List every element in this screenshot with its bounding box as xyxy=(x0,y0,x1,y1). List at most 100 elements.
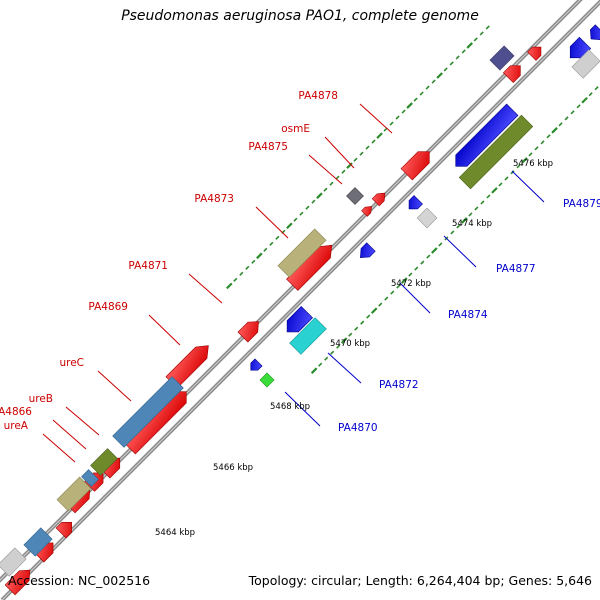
scale-tick xyxy=(466,42,473,49)
gene-labels: PA4878 osmE PA4875 PA4873 PA4871 PA4869 ureC ur… xyxy=(0,90,600,463)
scale-tick xyxy=(570,110,575,115)
scale-tick xyxy=(449,61,454,66)
gene-label[interactable]: PA4875 xyxy=(248,141,288,153)
scale-tick xyxy=(473,37,478,42)
scale-tick xyxy=(485,25,490,30)
scale-tick xyxy=(426,254,431,259)
kbp-tick-label: 5466 kbp xyxy=(213,463,253,473)
scale-tick xyxy=(340,337,348,344)
gene-label[interactable]: PA4872 xyxy=(379,379,419,391)
gene-label[interactable]: PA4869 xyxy=(88,301,128,313)
gene-callout-line xyxy=(511,170,545,203)
scale-tick xyxy=(528,152,533,157)
scale-tick xyxy=(286,222,293,230)
kbp-tick-label: 5474 kbp xyxy=(452,219,492,229)
scale-tick xyxy=(389,121,394,126)
feature-steelblue-small[interactable] xyxy=(81,469,99,487)
scale-tick xyxy=(226,282,233,290)
scale-tick xyxy=(401,109,406,114)
scale-tick xyxy=(316,192,323,199)
scale-tick xyxy=(546,134,551,139)
scale-tick xyxy=(245,265,250,270)
feature-steelblue-lower[interactable] xyxy=(23,527,53,557)
scale-tick xyxy=(594,86,599,91)
feature-purple-top[interactable] xyxy=(489,45,515,71)
feature-cyan-PA4872[interactable] xyxy=(289,317,327,355)
feature-olive-dark-ureB[interactable] xyxy=(90,448,118,476)
gene-blue-top-b[interactable] xyxy=(586,24,600,44)
scale-tick xyxy=(431,247,438,254)
gene-label[interactable]: osmE xyxy=(281,123,310,135)
gene-label[interactable]: PA4873 xyxy=(194,193,234,205)
gene-PA4878[interactable] xyxy=(400,146,435,181)
accession-text: Accession: NC_002516 xyxy=(8,573,151,588)
scale-tick xyxy=(456,224,461,229)
gene-PA4870[interactable] xyxy=(247,358,263,374)
gene-label[interactable]: PA4870 xyxy=(338,422,378,434)
gene-callout-line xyxy=(148,314,181,346)
scale-tick xyxy=(438,242,443,247)
scale-tick xyxy=(370,307,378,314)
gene-label[interactable]: ureB xyxy=(29,393,53,405)
kbp-tick-label: 5468 kbp xyxy=(270,402,310,412)
scale-tick xyxy=(239,271,244,276)
gene-label[interactable]: ureC xyxy=(59,357,84,369)
kbp-tick-label: 5476 kbp xyxy=(513,159,553,169)
scale-tick xyxy=(269,241,274,246)
feature-green-PA4870[interactable] xyxy=(259,372,275,388)
gene-red-lower-a[interactable] xyxy=(55,517,77,539)
scale-tick xyxy=(376,132,383,139)
gene-label[interactable]: PA4866 xyxy=(0,406,32,418)
scale-tick xyxy=(401,277,408,284)
scale-tick xyxy=(534,146,539,151)
gene-label[interactable]: PA4871 xyxy=(128,260,168,272)
gene-red-lower-c[interactable] xyxy=(4,565,35,596)
scale-tick xyxy=(359,151,364,156)
gene-PA4875[interactable] xyxy=(346,187,364,205)
scale-tick xyxy=(480,200,485,205)
feature-grey-PA4877[interactable] xyxy=(416,207,438,229)
gene-label[interactable]: PA4874 xyxy=(448,309,488,321)
feature-grey-lower[interactable] xyxy=(0,547,27,577)
gene-PA4869[interactable] xyxy=(237,317,263,343)
scale-tick xyxy=(479,31,484,36)
gene-PA4872[interactable] xyxy=(281,306,313,337)
scale-tick xyxy=(353,157,358,162)
scale-tick xyxy=(396,284,401,289)
gene-red-top-a[interactable] xyxy=(502,61,525,84)
scale-tick xyxy=(275,235,280,240)
gene-label[interactable]: ureA xyxy=(4,420,29,432)
scale-tick xyxy=(420,260,425,265)
gene-callout-line xyxy=(284,391,321,427)
gene-label[interactable]: PA4877 xyxy=(496,263,536,275)
gene-osmE[interactable] xyxy=(371,190,388,207)
feature-olive-light-a[interactable] xyxy=(277,228,327,278)
gene-PA4879[interactable] xyxy=(450,103,519,172)
gene-label[interactable]: PA4878 xyxy=(298,90,338,102)
gene-callout-line xyxy=(443,235,477,268)
feature-olive-dark-PA4879[interactable] xyxy=(458,114,534,190)
gene-PA4874[interactable] xyxy=(356,242,376,262)
scale-tick xyxy=(425,85,430,90)
scale-tick xyxy=(498,182,503,187)
scale-tick xyxy=(346,162,353,169)
gene-PA4877[interactable] xyxy=(405,195,423,214)
feature-olive-light-b[interactable] xyxy=(56,476,92,512)
gene-PA4875-small[interactable] xyxy=(361,204,375,217)
scale-tick xyxy=(336,344,341,349)
scale-tick xyxy=(408,272,413,277)
gene-label[interactable]: PA4879 xyxy=(563,198,600,210)
scale-tick xyxy=(461,49,466,54)
gene-red-top-b[interactable] xyxy=(527,43,546,61)
scale-tick xyxy=(371,139,376,144)
gene-callout-line xyxy=(188,273,223,304)
feature-steelblue-ureC[interactable] xyxy=(112,376,184,448)
scale-tick xyxy=(516,164,521,169)
scale-tick xyxy=(390,290,395,295)
scale-tick xyxy=(310,367,318,374)
feature-grey-top[interactable] xyxy=(571,49,600,79)
scale-tick xyxy=(576,104,581,109)
scale-tick xyxy=(366,314,371,319)
scale-tick xyxy=(564,116,569,121)
